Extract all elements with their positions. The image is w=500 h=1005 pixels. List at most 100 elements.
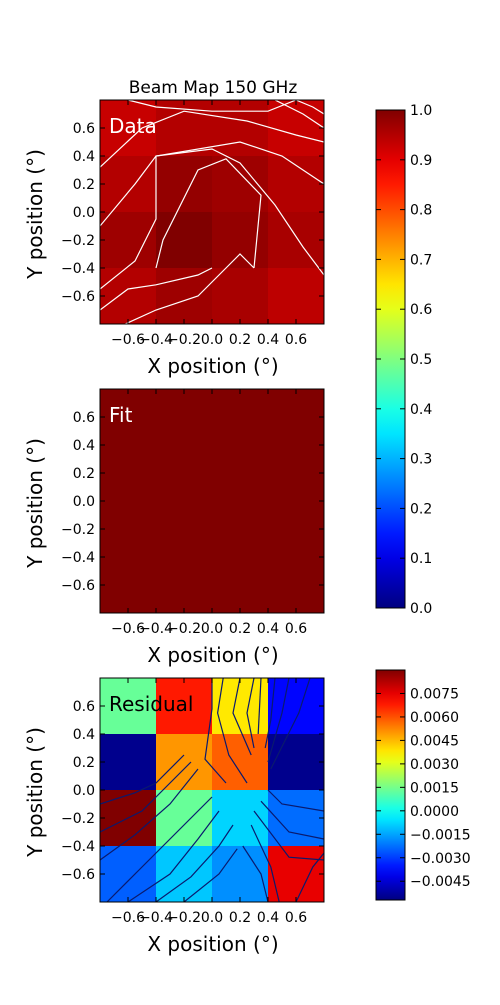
- x-tick-label: −0.6: [111, 621, 145, 637]
- heatmap-cell: [156, 678, 213, 735]
- y-tick-label: −0.6: [61, 867, 95, 883]
- x-tick-label: 0.6: [285, 332, 307, 348]
- x-tick-label: 0.4: [257, 910, 279, 926]
- contour-line: [127, 100, 297, 112]
- y-tick-label: −0.6: [61, 289, 95, 305]
- colorbar-tick-label: 1.0: [410, 103, 432, 119]
- data-panel: −0.6−0.4−0.2 0.0 0.2 0.4 0.60.60.40.20.0−0.2…: [23, 99, 325, 378]
- x-tick-label: −0.2: [167, 332, 201, 348]
- x-tick-label: −0.4: [139, 910, 173, 926]
- x-tick-label: −0.4: [139, 332, 173, 348]
- y-tick-label: −0.2: [61, 522, 95, 538]
- colorbar-tick-label: 0.0: [410, 601, 432, 617]
- y-tick-label: −0.4: [61, 839, 95, 855]
- y-axis-label: Y position (°): [23, 438, 47, 569]
- heatmap-cell: [268, 268, 325, 325]
- y-tick-label: 0.2: [73, 755, 95, 771]
- contour-line: [155, 824, 234, 902]
- contour-line: [242, 845, 269, 902]
- contour-line: [183, 848, 238, 902]
- y-tick-label: −0.6: [61, 578, 95, 594]
- x-axis-label: X position (°): [147, 932, 278, 956]
- colorbar-tick-label: 0.0000: [410, 804, 459, 820]
- contour-line: [100, 768, 199, 861]
- x-tick-label: −0.2: [167, 621, 201, 637]
- y-tick-label: −0.2: [61, 233, 95, 249]
- heatmap-cell: [100, 100, 157, 157]
- colorbar-tick-label: −0.0045: [410, 874, 471, 890]
- colorbar-tick-label: 0.2: [410, 501, 432, 517]
- contour-line: [100, 754, 185, 805]
- x-tick-label: −0.6: [111, 910, 145, 926]
- heatmap-cell: [100, 678, 157, 735]
- heatmap-cell: [156, 212, 213, 269]
- colorbar-tick-label: 0.3: [410, 452, 432, 468]
- panel-label: Fit: [109, 403, 133, 427]
- heatmap-cell: [156, 790, 213, 847]
- x-axis-label: X position (°): [147, 354, 278, 378]
- y-tick-label: 0.4: [73, 438, 95, 454]
- y-tick-label: 0.4: [73, 727, 95, 743]
- y-tick-label: −0.4: [61, 550, 95, 566]
- colorbar-tick-label: 0.0060: [410, 710, 459, 726]
- colorbar-tick-label: −0.0015: [410, 827, 471, 843]
- contour-line: [106, 796, 213, 902]
- contour-line: [124, 253, 255, 324]
- y-tick-label: −0.2: [61, 811, 95, 827]
- colorbar-tick-label: 0.6: [410, 302, 432, 318]
- y-tick-label: 0.6: [73, 699, 95, 715]
- contour-line: [257, 678, 262, 735]
- y-tick-label: 0.0: [73, 783, 95, 799]
- x-tick-label: 0.0: [201, 332, 223, 348]
- contour-line: [274, 100, 324, 129]
- x-tick-label: 0.4: [257, 621, 279, 637]
- x-tick-label: 0.0: [201, 621, 223, 637]
- heatmap-cell: [212, 156, 269, 213]
- fit-panel: −0.6−0.4−0.2 0.0 0.2 0.4 0.60.60.40.20.0−0.2…: [23, 388, 325, 667]
- y-axis-label: Y position (°): [23, 727, 47, 858]
- colorbar-tick-label: 0.0030: [410, 757, 459, 773]
- x-tick-label: 0.2: [229, 332, 251, 348]
- x-tick-label: −0.4: [139, 621, 173, 637]
- contour-line: [250, 824, 280, 902]
- colorbar-main: 1.0 0.9 0.8 0.7 0.6 0.5 0.4 0.3 0.2 0.1 0.0: [375, 103, 432, 617]
- colorbar-gradient: [375, 669, 406, 901]
- y-tick-label: 0.6: [73, 121, 95, 137]
- contour-line: [267, 789, 324, 812]
- contour-line: [295, 100, 324, 115]
- contour-line: [100, 110, 324, 168]
- colorbar-tick-label: −0.0030: [410, 851, 471, 867]
- contour-line: [100, 141, 324, 227]
- contour-line: [270, 678, 311, 770]
- contour-line: [100, 267, 213, 311]
- colorbar-tick-label: 0.7: [410, 252, 432, 268]
- colorbar-tick-label: 0.0045: [410, 733, 459, 749]
- heatmap-cell: [268, 734, 325, 791]
- colorbar-residual: 0.0075 0.0060 0.0045 0.0030 0.0015 0.0000 −0.0…: [375, 669, 471, 901]
- colorbar-tick-label: 0.9: [410, 153, 432, 169]
- panel-label: Residual: [109, 692, 193, 716]
- heatmap-cell: [212, 734, 269, 791]
- heatmap-cell: [212, 212, 269, 269]
- contour-line: [204, 678, 227, 784]
- contour-line: [155, 158, 262, 269]
- heatmap-cell: [212, 846, 269, 903]
- heatmap-cell: [100, 846, 157, 903]
- y-tick-label: −0.4: [61, 261, 95, 277]
- contour-line: [246, 678, 255, 749]
- heatmap-cell: [212, 268, 269, 325]
- y-tick-label: 0.0: [73, 205, 95, 221]
- panel-label: Data: [109, 114, 157, 138]
- colorbar-tick-label: 0.1: [410, 551, 432, 567]
- y-tick-label: 0.6: [73, 410, 95, 426]
- y-tick-label: 0.0: [73, 494, 95, 510]
- heatmap-cell: [156, 156, 213, 213]
- x-tick-label: −0.2: [167, 910, 201, 926]
- heatmap-cell: [268, 212, 325, 269]
- heatmap-cell: [268, 846, 325, 903]
- x-tick-label: 0.0: [201, 910, 223, 926]
- contour-line: [127, 810, 220, 902]
- heatmap-cell: [212, 100, 269, 157]
- y-tick-label: 0.2: [73, 466, 95, 482]
- figure-title: Beam Map 150 GHz: [129, 78, 298, 98]
